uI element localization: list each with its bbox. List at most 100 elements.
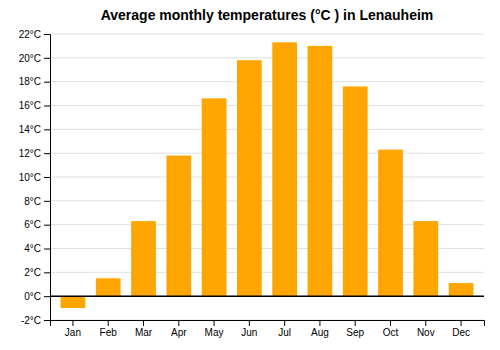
tick-mark — [44, 249, 50, 250]
tick-mark — [44, 34, 50, 35]
tick-label: 10°C — [19, 172, 41, 183]
tick-mark — [178, 320, 179, 326]
bar — [378, 150, 403, 297]
bar — [272, 42, 297, 296]
tick-mark — [390, 320, 391, 326]
tick: 22°C — [19, 29, 50, 40]
tick: 8°C — [24, 196, 50, 207]
tick: Dec — [452, 320, 470, 338]
axis-line — [51, 321, 485, 327]
tick-mark — [44, 272, 50, 273]
tick-label: Apr — [171, 327, 187, 338]
tick: 6°C — [24, 219, 50, 230]
tick-label: 20°C — [19, 53, 41, 64]
tick: Jul — [278, 320, 291, 338]
axis-line — [44, 35, 51, 321]
tick-label: 8°C — [24, 196, 41, 207]
tick-mark — [108, 320, 109, 326]
tick: Jan — [65, 320, 81, 338]
tick-label: 0°C — [24, 291, 41, 302]
grid-line — [50, 81, 484, 82]
tick-label: 14°C — [19, 124, 41, 135]
tick-label: Jan — [65, 327, 81, 338]
tick-mark — [461, 320, 462, 326]
tick-label: 12°C — [19, 148, 41, 159]
zero-line — [50, 295, 484, 297]
tick-label: Nov — [417, 327, 435, 338]
tick-label: Feb — [100, 327, 118, 338]
bar — [449, 283, 474, 296]
bar — [131, 221, 156, 296]
tick-mark — [72, 320, 73, 326]
tick-mark — [44, 82, 50, 83]
tick-mark — [214, 320, 215, 326]
tick-mark — [249, 320, 250, 326]
tick-label: 4°C — [24, 243, 41, 254]
tick-mark — [44, 106, 50, 107]
tick: Feb — [100, 320, 118, 338]
tick-label: Mar — [135, 327, 153, 338]
grid-line — [50, 296, 484, 297]
tick-label: 18°C — [19, 76, 41, 87]
tick-label: Jun — [241, 327, 257, 338]
grid — [50, 34, 484, 320]
bar — [343, 86, 368, 296]
bar — [202, 98, 227, 296]
tick: Apr — [171, 320, 187, 338]
tick: 2°C — [24, 267, 50, 278]
tick-label: 16°C — [19, 100, 41, 111]
tick: 4°C — [24, 243, 50, 254]
grid-line — [50, 34, 484, 35]
tick-mark — [319, 320, 320, 326]
tick-mark — [44, 177, 50, 178]
tick-mark — [44, 201, 50, 202]
tick-mark — [44, 296, 50, 297]
tick-label: Sep — [346, 327, 364, 338]
tick-mark — [44, 225, 50, 226]
tick-label: 2°C — [24, 267, 41, 278]
tick: Mar — [135, 320, 153, 338]
grid-line — [50, 129, 484, 130]
tick: 0°C — [24, 291, 50, 302]
tick-label: Oct — [383, 327, 399, 338]
chart: -2°C 0°C 2°C 4°C 6°C 8°C 10°C 12°C 14°C 16°C 18°C 2… — [0, 0, 500, 350]
tick: Oct — [383, 320, 399, 338]
grid-line — [50, 153, 484, 154]
tick: 12°C — [19, 148, 50, 159]
tick-mark — [425, 320, 426, 326]
tick-mark — [284, 320, 285, 326]
tick-label: 22°C — [19, 29, 41, 40]
bar — [308, 46, 333, 296]
tick-mark — [44, 129, 50, 130]
tick-mark — [143, 320, 144, 326]
grid-line — [50, 200, 484, 201]
tick: 10°C — [19, 172, 50, 183]
tick: May — [205, 320, 224, 338]
tick: Sep — [346, 320, 364, 338]
plot: -2°C 0°C 2°C 4°C 6°C 8°C 10°C 12°C 14°C 16°C 18°C 2… — [19, 29, 485, 338]
bar — [61, 296, 86, 308]
tick-label: -2°C — [21, 315, 41, 326]
tick: -2°C — [21, 315, 50, 326]
tick: Aug — [311, 320, 329, 338]
tick-mark — [44, 58, 50, 59]
bar — [166, 156, 191, 297]
tick: 20°C — [19, 53, 50, 64]
bar — [237, 60, 262, 296]
tick-label: Aug — [311, 327, 329, 338]
tick: 16°C — [19, 100, 50, 111]
tick-mark — [355, 320, 356, 326]
grid-line — [50, 105, 484, 106]
bar — [413, 221, 438, 296]
tick: Jun — [241, 320, 257, 338]
tick: 14°C — [19, 124, 50, 135]
grid-line — [50, 57, 484, 58]
x-axis: Jan Feb Mar Apr May Jun Jul Aug Sep Oct Nov Dec — [51, 320, 485, 338]
tick: 18°C — [19, 76, 50, 87]
tick-label: Dec — [452, 327, 470, 338]
tick-label: Jul — [278, 327, 291, 338]
tick-label: May — [205, 327, 224, 338]
tick-mark — [44, 320, 50, 321]
tick-label: 6°C — [24, 219, 41, 230]
y-axis: -2°C 0°C 2°C 4°C 6°C 8°C 10°C 12°C 14°C 16°C 18°C 2… — [19, 29, 51, 326]
